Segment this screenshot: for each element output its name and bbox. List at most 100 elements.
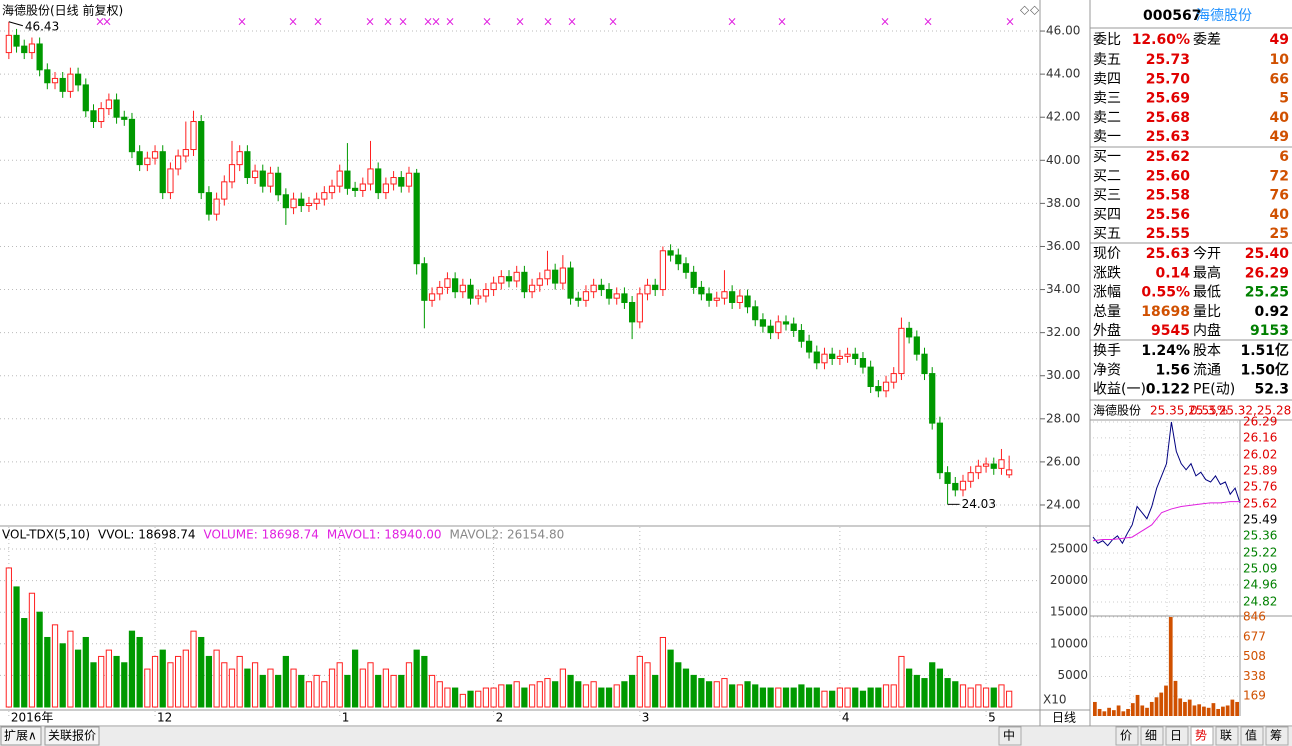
volume-bar (790, 687, 797, 708)
minute-volume-bar (1187, 699, 1192, 716)
event-marker: × (445, 15, 455, 29)
label: 买五 (1093, 226, 1121, 242)
candle-body (428, 293, 436, 301)
candle-body (359, 183, 366, 191)
y-tick-label: 846 (1243, 610, 1266, 624)
volume-bar (906, 668, 913, 708)
candle-body (636, 293, 643, 323)
volume-bar (875, 687, 882, 708)
volume-bar (844, 687, 851, 708)
volume-bar (636, 655, 643, 708)
candle-body (582, 291, 590, 301)
tab[interactable] (44, 726, 100, 746)
candle-body (382, 183, 390, 194)
tab[interactable] (1190, 726, 1214, 746)
candle-body (559, 267, 566, 284)
minute-volume-bar (1135, 694, 1140, 716)
price: 25.55 (1146, 226, 1190, 242)
volume-bar (613, 684, 620, 708)
y-tick-label: 24.96 (1243, 577, 1277, 591)
volume-bar (190, 630, 197, 708)
tab[interactable] (1265, 726, 1289, 746)
tab-label[interactable]: 中 (1003, 728, 1015, 743)
tab[interactable] (0, 726, 42, 746)
candle-body (698, 286, 705, 295)
volume-bar (959, 684, 967, 708)
x-tick-label: 12 (157, 711, 172, 725)
candle-body (744, 295, 751, 308)
quantity: 25 (1270, 226, 1289, 242)
tab-label[interactable]: 值 (1245, 728, 1257, 743)
tab-label[interactable]: 扩展∧ (4, 729, 37, 743)
volume-bar (829, 690, 836, 708)
volume-bar (890, 684, 897, 708)
volume-bar (74, 649, 82, 708)
event-marker: × (398, 15, 408, 29)
tab-label[interactable]: 势 (1195, 729, 1207, 743)
volume-bar (13, 586, 20, 708)
volume-bar (452, 687, 459, 708)
tab-label[interactable]: 价 (1120, 729, 1132, 743)
volume-bar (21, 618, 28, 708)
tab[interactable] (1215, 726, 1239, 746)
tab[interactable] (1140, 726, 1164, 746)
tab[interactable] (1165, 726, 1189, 746)
minute-volume-bar (1159, 692, 1164, 716)
minute-volume-bar (1216, 708, 1221, 716)
volume-bar (952, 681, 959, 708)
label: 买三 (1093, 188, 1121, 204)
vol-unit: X10 (1043, 693, 1067, 707)
candle-body (767, 325, 774, 334)
volume-bar (652, 674, 659, 708)
candle-body (621, 293, 628, 303)
icon: ◇ (1030, 3, 1040, 17)
minute-volume-bar (1121, 711, 1126, 716)
candle-body (151, 151, 159, 159)
volume-bar (836, 687, 843, 708)
tab-label[interactable]: 日 (1170, 729, 1182, 743)
volume-bar (605, 687, 613, 708)
volume-bar (752, 684, 759, 708)
label: 委比 (1093, 32, 1121, 48)
y-tick-label: 40.00 (1046, 153, 1080, 167)
tab[interactable] (1115, 726, 1139, 746)
volume-bar (590, 681, 597, 708)
tab-label[interactable]: 联 (1220, 729, 1232, 743)
volume-bar (598, 687, 605, 708)
indicator-label: VVOL: 18698.74 (98, 528, 195, 542)
tab-label[interactable]: 关联报价 (48, 728, 96, 743)
volume-bar (775, 687, 782, 708)
candle-body (413, 172, 420, 265)
candle-body (659, 250, 667, 291)
candle-body (198, 121, 205, 194)
candle-body (213, 198, 220, 215)
tab[interactable] (1240, 726, 1264, 746)
tab-label[interactable]: 筹 (1270, 729, 1282, 743)
y-tick-label: 28.00 (1046, 411, 1080, 425)
price: 25.62 (1146, 149, 1190, 165)
minute-volume-bar (1097, 708, 1102, 716)
volume-bar (144, 668, 151, 708)
candle-body (852, 353, 859, 359)
max-label: 46.43 (25, 19, 59, 33)
y-tick-label: 24.00 (1046, 497, 1080, 511)
candle-body (690, 271, 697, 288)
tab[interactable] (998, 726, 1022, 746)
event-marker: × (515, 15, 525, 29)
y-tick-label: 20000 (1050, 573, 1088, 587)
volume-bar (67, 630, 74, 708)
volume-bar (482, 687, 490, 708)
icon: ◇ (1020, 3, 1030, 17)
value: 18698 (1141, 304, 1190, 320)
tab-label[interactable]: 细 (1145, 729, 1157, 743)
label: 买一 (1093, 149, 1121, 165)
quantity: 72 (1270, 168, 1289, 184)
candle-body (705, 293, 713, 301)
minute-volume-bar (1107, 707, 1111, 716)
volume-bar (413, 649, 420, 708)
y-tick-label: 32.00 (1046, 325, 1080, 339)
volume-bar (552, 681, 559, 708)
volume-bar (528, 684, 536, 708)
quantity: 5 (1279, 91, 1289, 107)
